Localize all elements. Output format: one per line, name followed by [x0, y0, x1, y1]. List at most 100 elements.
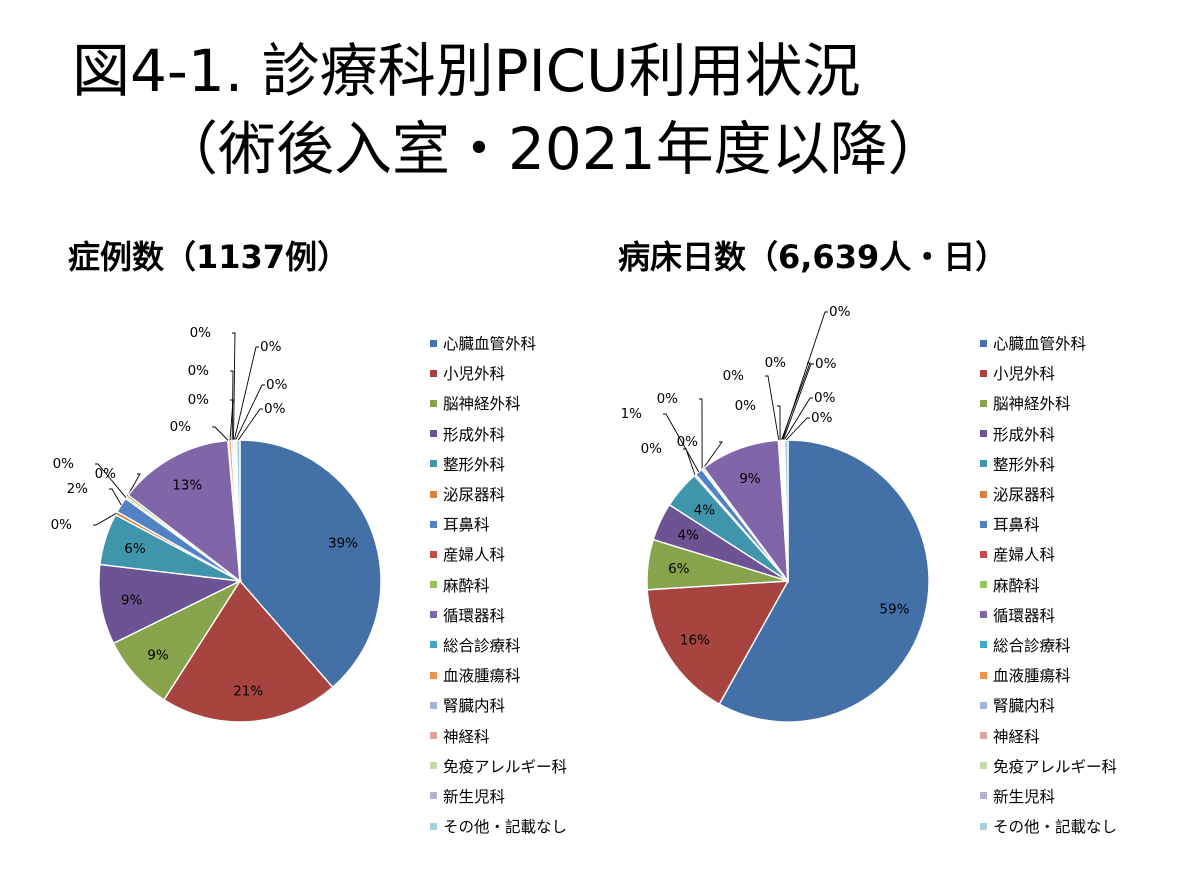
- legend-item: 神経科: [430, 720, 567, 750]
- legend-label: 心臓血管外科: [993, 335, 1087, 354]
- legend-item: 腎臓内科: [430, 690, 567, 720]
- data-label-13: 0%: [765, 355, 787, 371]
- data-label-7: 2%: [67, 481, 89, 497]
- legend-label: 産婦人科: [993, 546, 1056, 565]
- data-label-2: 16%: [680, 633, 710, 649]
- data-label-5: 6%: [124, 541, 146, 557]
- legend-label: 神経科: [443, 727, 490, 746]
- leader-line-7: [663, 413, 700, 473]
- pie-slice-10: [702, 439, 789, 584]
- legend-swatch: [430, 641, 437, 649]
- legend-item: 免疫アレルギー科: [430, 751, 567, 781]
- legend-swatch: [980, 701, 987, 709]
- leader-line-8: [95, 463, 127, 499]
- leader-line-11: [212, 426, 229, 441]
- data-label-1: 39%: [328, 535, 358, 551]
- data-label-6: 0%: [641, 441, 663, 457]
- data-label-10: 9%: [739, 471, 761, 487]
- data-label-14: 0%: [190, 325, 212, 341]
- legend-item: 耳鼻科: [980, 509, 1117, 539]
- data-label-12: 0%: [188, 392, 210, 408]
- pie-chart-case-count: 39% 21% 9% 9% 6% 0% 2% 0% 0% 13% 0% 0% 0% 0% 0% 0% 0%: [51, 325, 382, 723]
- slide-title-line-2: （術後入室・2021年度以降）: [160, 115, 946, 183]
- legend-item: 整形外科: [430, 449, 567, 479]
- legend-swatch: [980, 460, 987, 468]
- legend-item: 耳鼻科: [430, 509, 567, 539]
- legend-label: 整形外科: [993, 455, 1056, 474]
- legend-swatch: [980, 490, 987, 498]
- data-label-9: 0%: [95, 466, 117, 482]
- legend-item: 循環器科: [430, 600, 567, 630]
- leader-line-7: [109, 488, 122, 506]
- legend-label: 血液腫瘍科: [443, 667, 521, 686]
- legend-case-count: 心臓血管外科 小児外科 脳神経外科 形成外科 整形外科 泌尿器科 耳鼻科 産婦人科 麻酔科 循環器…: [430, 328, 567, 841]
- legend-swatch: [430, 701, 437, 709]
- legend-label: 泌尿器科: [443, 486, 506, 505]
- legend-label: 麻酔科: [993, 576, 1040, 595]
- leader-line-12: [777, 405, 781, 441]
- legend-item: 新生児科: [430, 781, 567, 811]
- legend-label: 新生児科: [993, 787, 1056, 806]
- legend-swatch: [430, 822, 437, 830]
- pie-slice-17: [235, 439, 241, 582]
- chart-2-title: 病床日数（6,639人・日）: [618, 238, 1008, 276]
- data-label-5: 4%: [694, 503, 716, 519]
- legend-swatch: [430, 762, 437, 770]
- legend-swatch: [980, 792, 987, 800]
- legend-swatch: [430, 430, 437, 438]
- legend-swatch: [980, 762, 987, 770]
- legend-item: 泌尿器科: [430, 479, 567, 509]
- legend-label: 整形外科: [443, 455, 506, 474]
- legend-swatch: [980, 671, 987, 679]
- legend-label: 耳鼻科: [993, 516, 1040, 535]
- leader-line-16: [235, 384, 265, 441]
- leader-line-13: [230, 370, 234, 441]
- legend-swatch: [980, 430, 987, 438]
- legend-swatch: [980, 520, 987, 528]
- slide-title-line-1: 図4-1. 診療科別PICU利用状況: [72, 37, 861, 105]
- leader-line-15: [782, 363, 814, 441]
- legend-label: その他・記載なし: [993, 818, 1118, 837]
- legend-item: 産婦人科: [430, 539, 567, 569]
- legend-label: 脳神経外科: [443, 395, 521, 414]
- legend-swatch: [430, 671, 437, 679]
- legend-label: 小児外科: [993, 365, 1056, 384]
- data-label-12: 0%: [735, 398, 757, 414]
- legend-item: 産婦人科: [980, 539, 1117, 569]
- legend-item: 心臓血管外科: [980, 328, 1117, 358]
- data-label-2: 21%: [233, 684, 263, 700]
- leader-line-6: [93, 512, 117, 526]
- legend-item: 小児外科: [430, 358, 567, 388]
- legend-label: 総合診療科: [443, 636, 521, 655]
- pie-slice-1: [718, 439, 930, 723]
- data-label-10: 13%: [172, 478, 202, 494]
- legend-item: 総合診療科: [980, 630, 1117, 660]
- data-label-16: 0%: [266, 377, 288, 393]
- legend-label: 総合診療科: [993, 636, 1071, 655]
- legend-swatch: [430, 339, 437, 347]
- data-label-11: 0%: [170, 419, 192, 435]
- legend-swatch: [980, 641, 987, 649]
- data-label-4: 4%: [677, 528, 699, 544]
- legend-label: 循環器科: [443, 606, 506, 625]
- data-label-1: 59%: [879, 602, 909, 618]
- legend-label: 脳神経外科: [993, 395, 1071, 414]
- leader-line-9: [127, 473, 141, 497]
- leader-line-16: [783, 397, 813, 441]
- legend-bed-days: 心臓血管外科 小児外科 脳神経外科 形成外科 整形外科 泌尿器科 耳鼻科 産婦人科 麻酔科 循環器…: [980, 328, 1117, 841]
- legend-swatch: [430, 792, 437, 800]
- pie-slice-1: [239, 439, 382, 689]
- legend-item: 免疫アレルギー科: [980, 751, 1117, 781]
- legend-item: 形成外科: [430, 419, 567, 449]
- legend-label: 形成外科: [443, 425, 506, 444]
- legend-swatch: [430, 611, 437, 619]
- legend-swatch: [430, 490, 437, 498]
- data-label-7: 1%: [621, 406, 643, 422]
- legend-label: 泌尿器科: [993, 486, 1056, 505]
- legend-item: 血液腫瘍科: [430, 660, 567, 690]
- legend-label: 免疫アレルギー科: [443, 757, 568, 776]
- legend-swatch: [430, 399, 437, 407]
- legend-swatch: [980, 339, 987, 347]
- legend-item: 麻酔科: [980, 570, 1117, 600]
- legend-label: 血液腫瘍科: [993, 667, 1071, 686]
